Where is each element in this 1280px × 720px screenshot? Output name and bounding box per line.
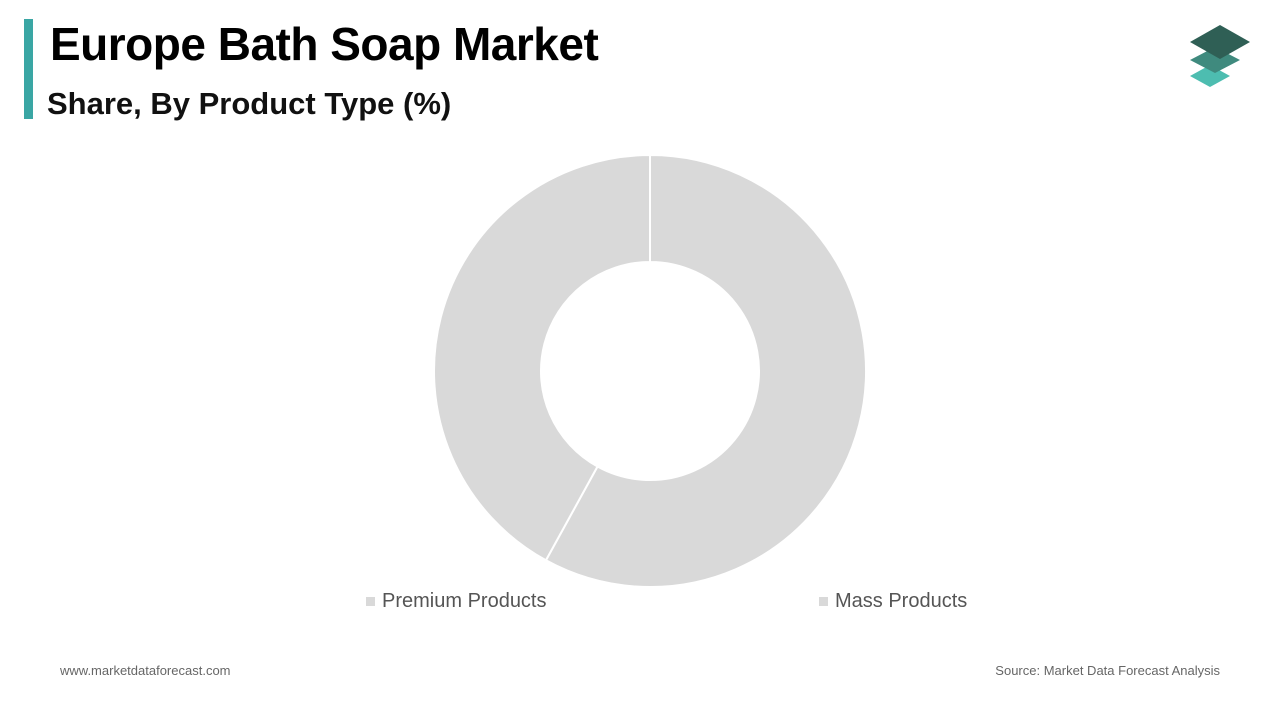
legend-label-mass: Mass Products — [835, 590, 968, 612]
donut-slices — [433, 153, 867, 588]
legend-label-premium: Premium Products — [382, 590, 547, 612]
slice-mass-products — [544, 153, 867, 588]
legend-marker-mass — [819, 597, 828, 606]
logo-layer-top — [1190, 25, 1250, 59]
slice-premium-products — [433, 153, 651, 562]
title-accent-bar — [24, 19, 33, 119]
logo-layer-bottom — [1190, 65, 1230, 87]
footer-website: www.marketdataforecast.com — [60, 663, 231, 678]
footer-source: Source: Market Data Forecast Analysis — [995, 663, 1220, 678]
legend-marker-premium — [366, 597, 375, 606]
chart-subtitle: Share, By Product Type (%) — [47, 86, 452, 121]
stacked-layers-icon — [1190, 25, 1250, 87]
chart-title: Europe Bath Soap Market — [50, 18, 599, 70]
